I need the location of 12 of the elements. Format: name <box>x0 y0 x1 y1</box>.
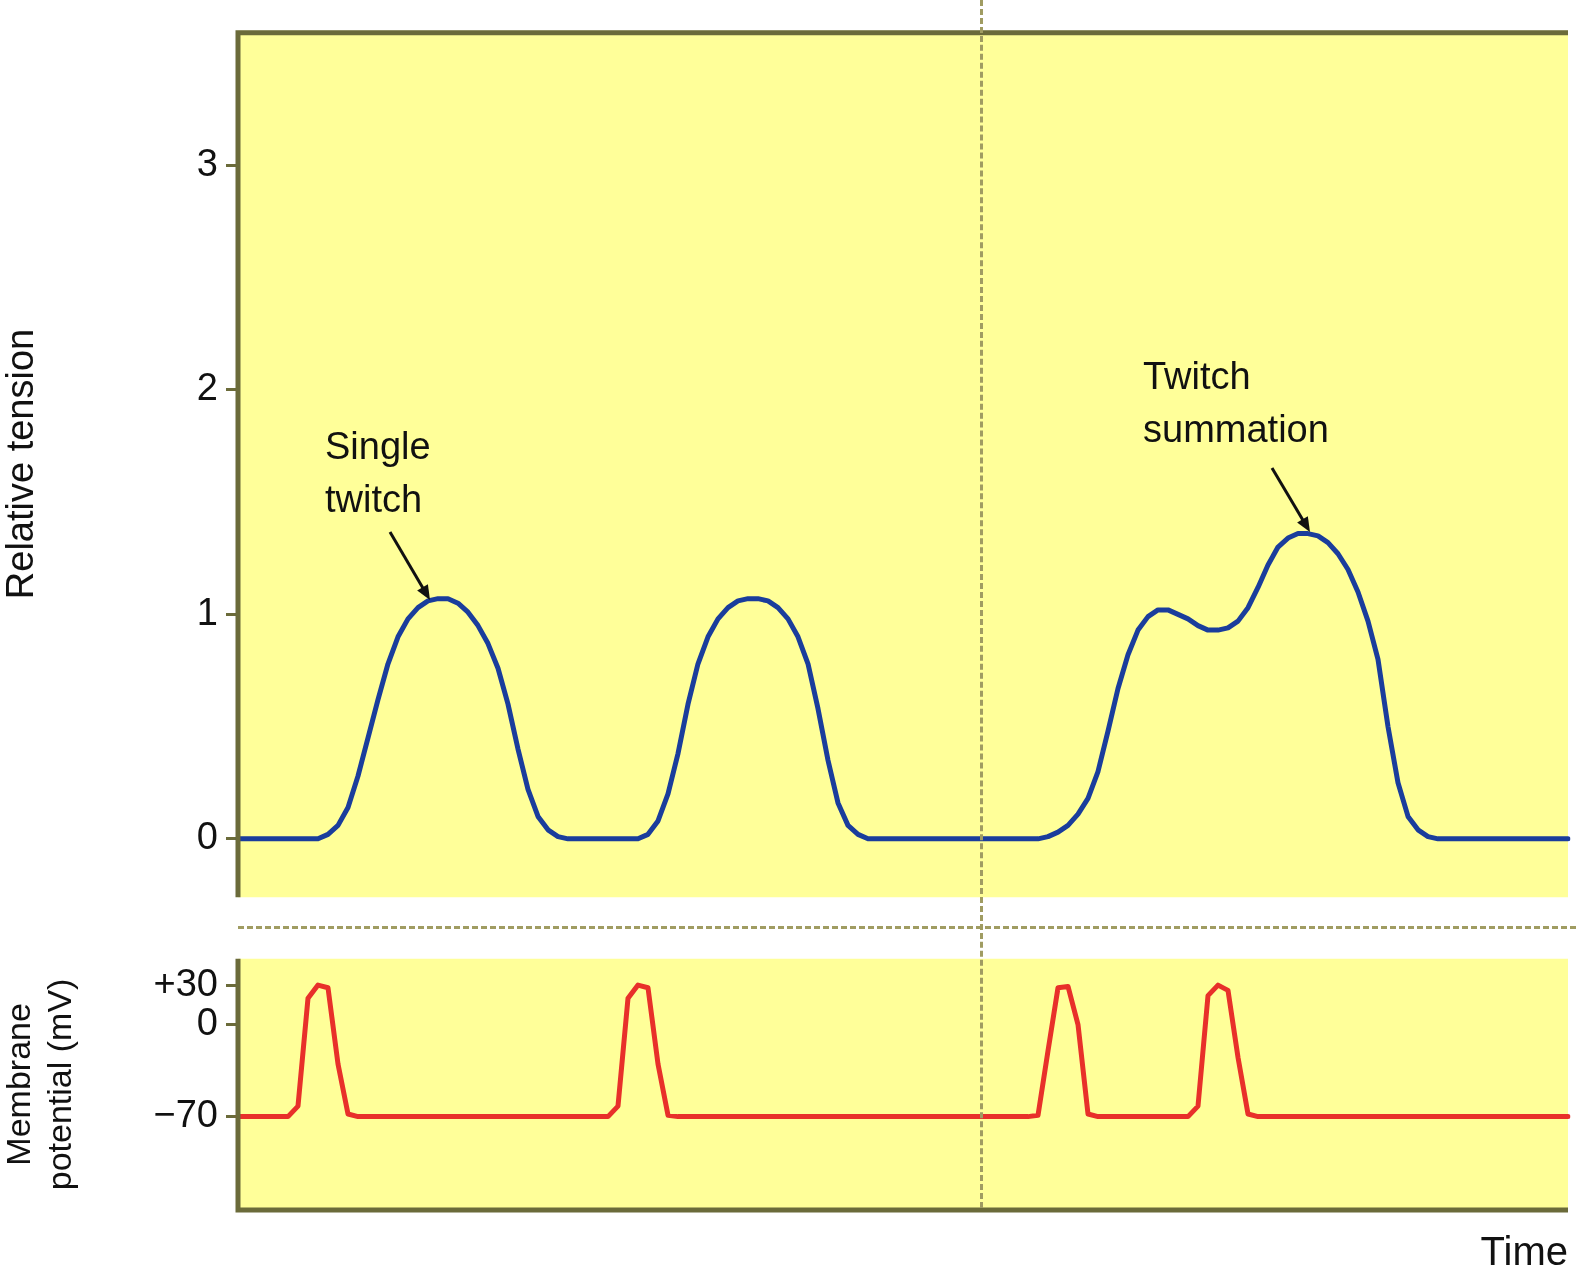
y-tick-label: 0 <box>196 815 218 858</box>
y-axis-title: Relative tension <box>0 328 42 600</box>
y-tick-label: 3 <box>196 141 218 184</box>
y-tick-label: 0 <box>196 1001 218 1044</box>
y-tick-label: +30 <box>153 961 218 1004</box>
y-tick-label: 2 <box>196 366 218 409</box>
y-tick-label: −70 <box>153 1093 218 1136</box>
annotation: Single twitch <box>325 424 432 523</box>
x-axis-title: Time <box>1480 1229 1568 1274</box>
y-tick-label: 1 <box>196 590 218 633</box>
annotation: Twitch summation <box>1143 354 1330 453</box>
y-axis-title: Membrane potential (mV) <box>0 978 78 1191</box>
